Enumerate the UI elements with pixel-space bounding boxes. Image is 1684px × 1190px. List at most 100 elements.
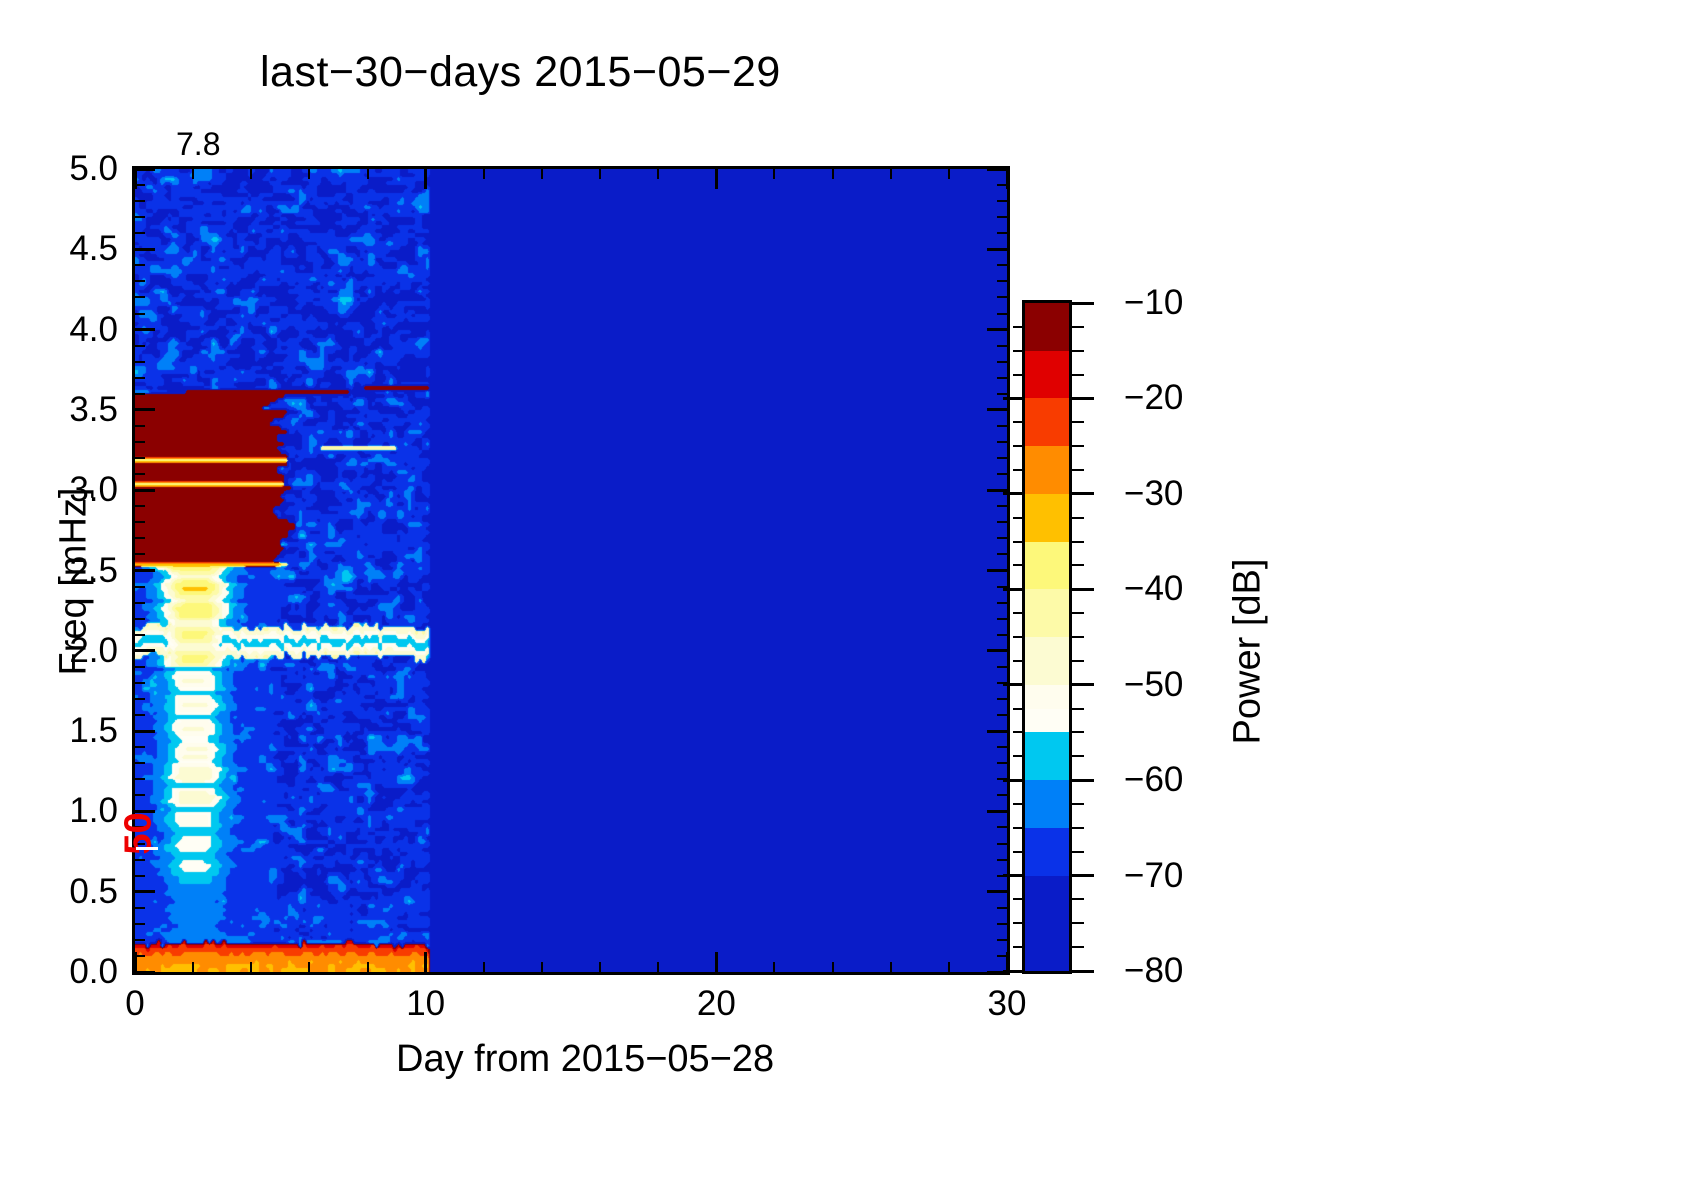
tick-mark <box>135 280 145 283</box>
tick-mark <box>1013 659 1025 662</box>
tick-mark <box>1013 469 1025 471</box>
tick-mark <box>135 167 155 171</box>
colorbar-tick-label: −40 <box>1124 569 1184 609</box>
red-marker-tick-icon <box>136 847 158 850</box>
tick-mark <box>366 962 369 972</box>
tick-mark <box>987 488 1007 492</box>
tick-mark <box>997 344 1007 347</box>
y-tick-label: 1.0 <box>69 791 118 831</box>
tick-mark <box>540 962 543 972</box>
tick-mark <box>1005 169 1009 189</box>
x-tick-label: 30 <box>987 984 1027 1023</box>
tick-mark <box>997 184 1007 187</box>
tick-mark <box>1013 421 1025 424</box>
x-tick-label: 10 <box>406 984 446 1023</box>
tick-mark <box>987 569 1007 572</box>
tick-mark <box>1003 969 1025 973</box>
tick-mark <box>366 169 369 179</box>
tick-mark <box>997 553 1007 556</box>
tick-mark <box>135 697 145 700</box>
tick-mark <box>135 826 145 829</box>
tick-mark <box>987 970 1007 974</box>
tick-mark <box>1072 301 1094 305</box>
tick-mark <box>773 962 776 972</box>
tick-mark <box>997 954 1007 957</box>
tick-mark <box>250 962 253 972</box>
colorbar-band <box>1025 350 1069 399</box>
tick-mark <box>135 200 145 203</box>
y-tick-label: 2.0 <box>69 630 118 670</box>
tick-mark <box>714 169 718 189</box>
tick-mark <box>997 168 1007 170</box>
tick-mark <box>997 457 1007 460</box>
colorbar-tick-label: −80 <box>1124 951 1184 990</box>
tick-mark <box>135 729 155 733</box>
tick-mark <box>1013 850 1025 853</box>
tick-mark <box>135 521 145 524</box>
tick-mark <box>135 778 145 781</box>
tick-mark <box>997 858 1007 861</box>
peak-value-annotation: 7.8 <box>176 126 221 162</box>
tick-mark <box>1013 946 1025 949</box>
tick-mark <box>1003 587 1025 591</box>
tick-mark <box>250 169 253 179</box>
tick-mark <box>997 505 1007 508</box>
colorbar-band <box>1025 708 1069 733</box>
tick-mark <box>133 952 137 972</box>
tick-mark <box>135 312 145 315</box>
tick-mark <box>987 408 1007 412</box>
tick-mark <box>1013 803 1025 805</box>
tick-mark <box>1072 396 1094 400</box>
tick-mark <box>997 521 1007 524</box>
tick-mark <box>1003 492 1025 496</box>
colorbar-band <box>1025 493 1069 542</box>
y-tick-label: 3.5 <box>69 389 118 429</box>
tick-mark <box>997 922 1007 925</box>
tick-mark <box>1072 826 1084 829</box>
tick-mark <box>657 962 660 972</box>
tick-mark <box>192 169 195 179</box>
tick-mark <box>1072 683 1094 687</box>
tick-mark <box>987 649 1007 653</box>
tick-mark <box>997 601 1007 604</box>
colorbar <box>1022 300 1072 974</box>
spectrogram-image <box>135 169 1007 972</box>
tick-mark <box>135 809 155 813</box>
tick-mark <box>135 344 145 347</box>
tick-mark <box>135 328 155 332</box>
tick-mark <box>831 962 834 972</box>
tick-mark <box>135 890 155 894</box>
tick-mark <box>1013 325 1025 328</box>
colorbar-band <box>1025 732 1069 781</box>
tick-mark <box>997 232 1007 235</box>
tick-mark <box>1072 445 1084 448</box>
y-tick-label: 0.0 <box>69 952 118 991</box>
tick-mark <box>599 169 602 179</box>
tick-mark <box>997 424 1007 427</box>
tick-mark <box>135 906 145 909</box>
tick-mark <box>135 954 145 957</box>
tick-mark <box>997 633 1007 636</box>
y-tick-label: 3.0 <box>69 470 118 510</box>
tick-mark <box>1072 850 1084 853</box>
tick-mark <box>1013 540 1025 543</box>
tick-mark <box>1072 778 1094 782</box>
tick-mark <box>997 585 1007 588</box>
tick-mark <box>1072 803 1084 805</box>
tick-mark <box>135 794 145 797</box>
tick-mark <box>135 938 145 941</box>
tick-mark <box>997 537 1007 540</box>
tick-mark <box>997 392 1007 395</box>
tick-mark <box>135 505 145 508</box>
tick-mark <box>1072 564 1084 567</box>
tick-mark <box>997 312 1007 315</box>
x-tick-label: 0 <box>125 984 145 1023</box>
tick-mark <box>1072 922 1084 925</box>
tick-mark <box>135 922 145 925</box>
tick-mark <box>424 952 428 972</box>
tick-mark <box>135 714 145 717</box>
tick-mark <box>1072 325 1084 328</box>
tick-mark <box>135 746 145 749</box>
